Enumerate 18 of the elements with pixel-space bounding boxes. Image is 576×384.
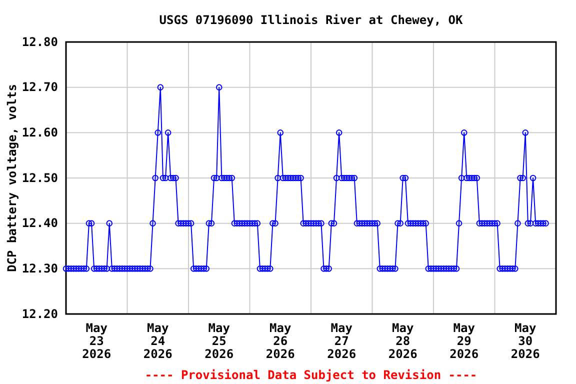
y-tick-label: 12.30 (22, 262, 58, 276)
y-tick-label: 12.70 (22, 80, 58, 94)
x-tick-label: May 23 2026 (82, 321, 112, 361)
x-tick-label: May 27 2026 (327, 321, 356, 361)
y-tick-label: 12.20 (22, 306, 58, 321)
x-tick-label: May 26 2026 (266, 321, 295, 361)
chart-title: USGS 07196090 Illinois River at Chewey, OK (159, 13, 464, 27)
x-tick-label: May 29 2026 (450, 321, 479, 361)
x-tick-label: May 30 2026 (510, 321, 540, 361)
y-tick-label: 12.80 (22, 34, 58, 49)
y-axis-title: DCP battery voltage, volts (5, 84, 19, 272)
x-tick-label: May 24 2026 (143, 321, 172, 361)
y-tick-label: 12.60 (22, 126, 58, 140)
y-tick-label: 12.50 (22, 170, 58, 185)
text: ---- Provisional Data Subject to Revision ---- (144, 368, 478, 382)
x-tick-label: May 28 2026 (388, 321, 418, 361)
y-tick-label: 12.40 (22, 216, 58, 230)
x-tick-label: May 25 2026 (204, 321, 234, 361)
